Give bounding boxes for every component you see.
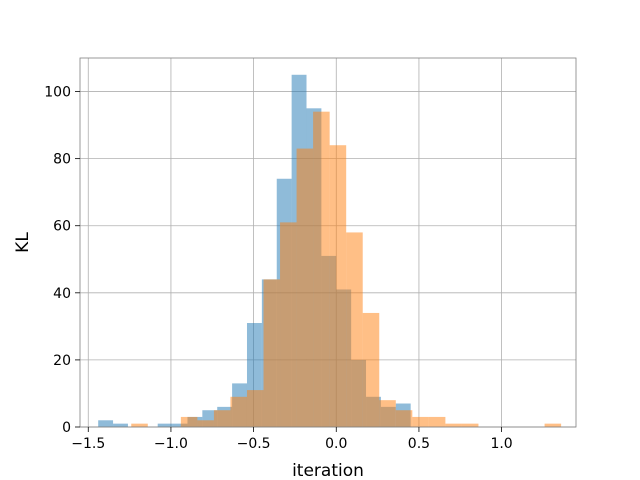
bar-series-1-bin-13	[346, 232, 363, 427]
bar-series-1-bin-10	[296, 148, 314, 427]
bar-series-1-bin-25	[544, 423, 562, 427]
x-axis-label: iteration	[292, 461, 364, 480]
histogram-bars	[98, 74, 562, 428]
bar-series-1-bin-19	[445, 423, 462, 427]
bar-series-1-bin-4	[197, 420, 214, 427]
x-tick-label-0: −1.5	[71, 436, 105, 452]
bar-series-1-bin-11	[313, 111, 330, 427]
bar-series-0-bin-5	[172, 423, 188, 427]
y-tick-label-0: 0	[62, 420, 71, 436]
bar-series-1-bin-15	[379, 400, 396, 427]
bar-series-1-bin-3	[180, 416, 198, 427]
y-axis-label: KL	[13, 232, 33, 253]
y-tick-label-2: 40	[53, 286, 71, 302]
bar-series-1-bin-17	[412, 416, 429, 427]
bar-series-1-bin-18	[428, 416, 446, 427]
bar-series-1-bin-9	[280, 222, 297, 427]
x-tick-label-1: −1.0	[154, 436, 188, 452]
bar-series-1-bin-0	[131, 423, 148, 427]
bar-series-0-bin-1	[113, 423, 128, 427]
bar-series-0-bin-4	[157, 423, 173, 427]
bar-series-1-bin-8	[263, 279, 281, 427]
y-tick-label-1: 20	[53, 353, 71, 369]
bar-series-1-bin-5	[213, 410, 231, 427]
x-tick-label-5: 1.0	[490, 436, 512, 452]
bar-series-1-bin-6	[230, 396, 247, 427]
bar-series-0-bin-0	[98, 420, 114, 427]
x-tick-label-2: −0.5	[237, 436, 271, 452]
x-tick-label-4: 0.5	[408, 436, 430, 452]
bar-series-1-bin-16	[395, 410, 413, 427]
y-tick-label-4: 80	[53, 152, 71, 168]
bar-series-1-bin-20	[461, 423, 479, 427]
y-tick-label-5: 100	[44, 85, 71, 101]
bar-series-1-bin-7	[246, 390, 264, 427]
bar-series-1-bin-12	[329, 145, 347, 427]
axis-ticks: −1.5 −1.0 −0.5 0.0 0.5 1.0 0 20 40 60 80 100	[44, 85, 512, 452]
y-tick-label-3: 60	[53, 219, 71, 235]
bar-series-1-bin-14	[362, 312, 380, 427]
plot-frame	[79, 57, 577, 428]
x-tick-label-3: 0.0	[325, 436, 347, 452]
